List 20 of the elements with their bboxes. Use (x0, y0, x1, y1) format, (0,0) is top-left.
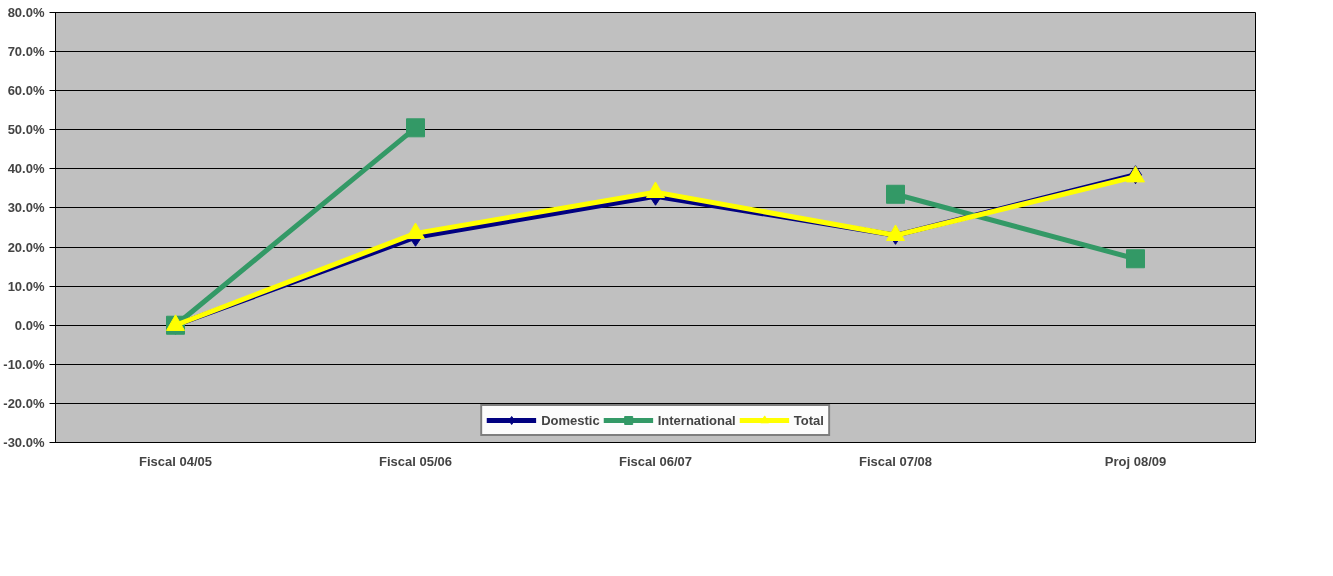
y-tick-label: -10.0% (3, 356, 45, 372)
y-tick-label: 60.0% (7, 83, 45, 99)
x-tick-label: Proj 08/09 (1104, 453, 1167, 469)
legend-label: Domestic (541, 412, 600, 428)
y-tick-label: 30.0% (7, 200, 45, 216)
y-tick-label: 40.0% (7, 161, 45, 177)
y-tick-label: 20.0% (7, 239, 45, 255)
y-tick-label: 0.0% (14, 317, 45, 333)
x-tick-label: Fiscal 06/07 (619, 453, 692, 469)
x-tick-label: Fiscal 04/05 (139, 453, 212, 469)
y-tick-label: -20.0% (3, 395, 45, 411)
legend-label: Total (793, 412, 824, 428)
y-tick-label: -30.0% (3, 435, 45, 450)
y-tick-label: 80.0% (7, 5, 45, 20)
legend-label: International (657, 412, 736, 428)
y-tick-label: 10.0% (7, 278, 45, 294)
y-tick-label: 50.0% (7, 122, 45, 138)
y-tick-label: 70.0% (7, 44, 45, 60)
x-tick-label: Fiscal 05/06 (379, 453, 452, 469)
x-tick-label: Fiscal 07/08 (859, 453, 932, 469)
